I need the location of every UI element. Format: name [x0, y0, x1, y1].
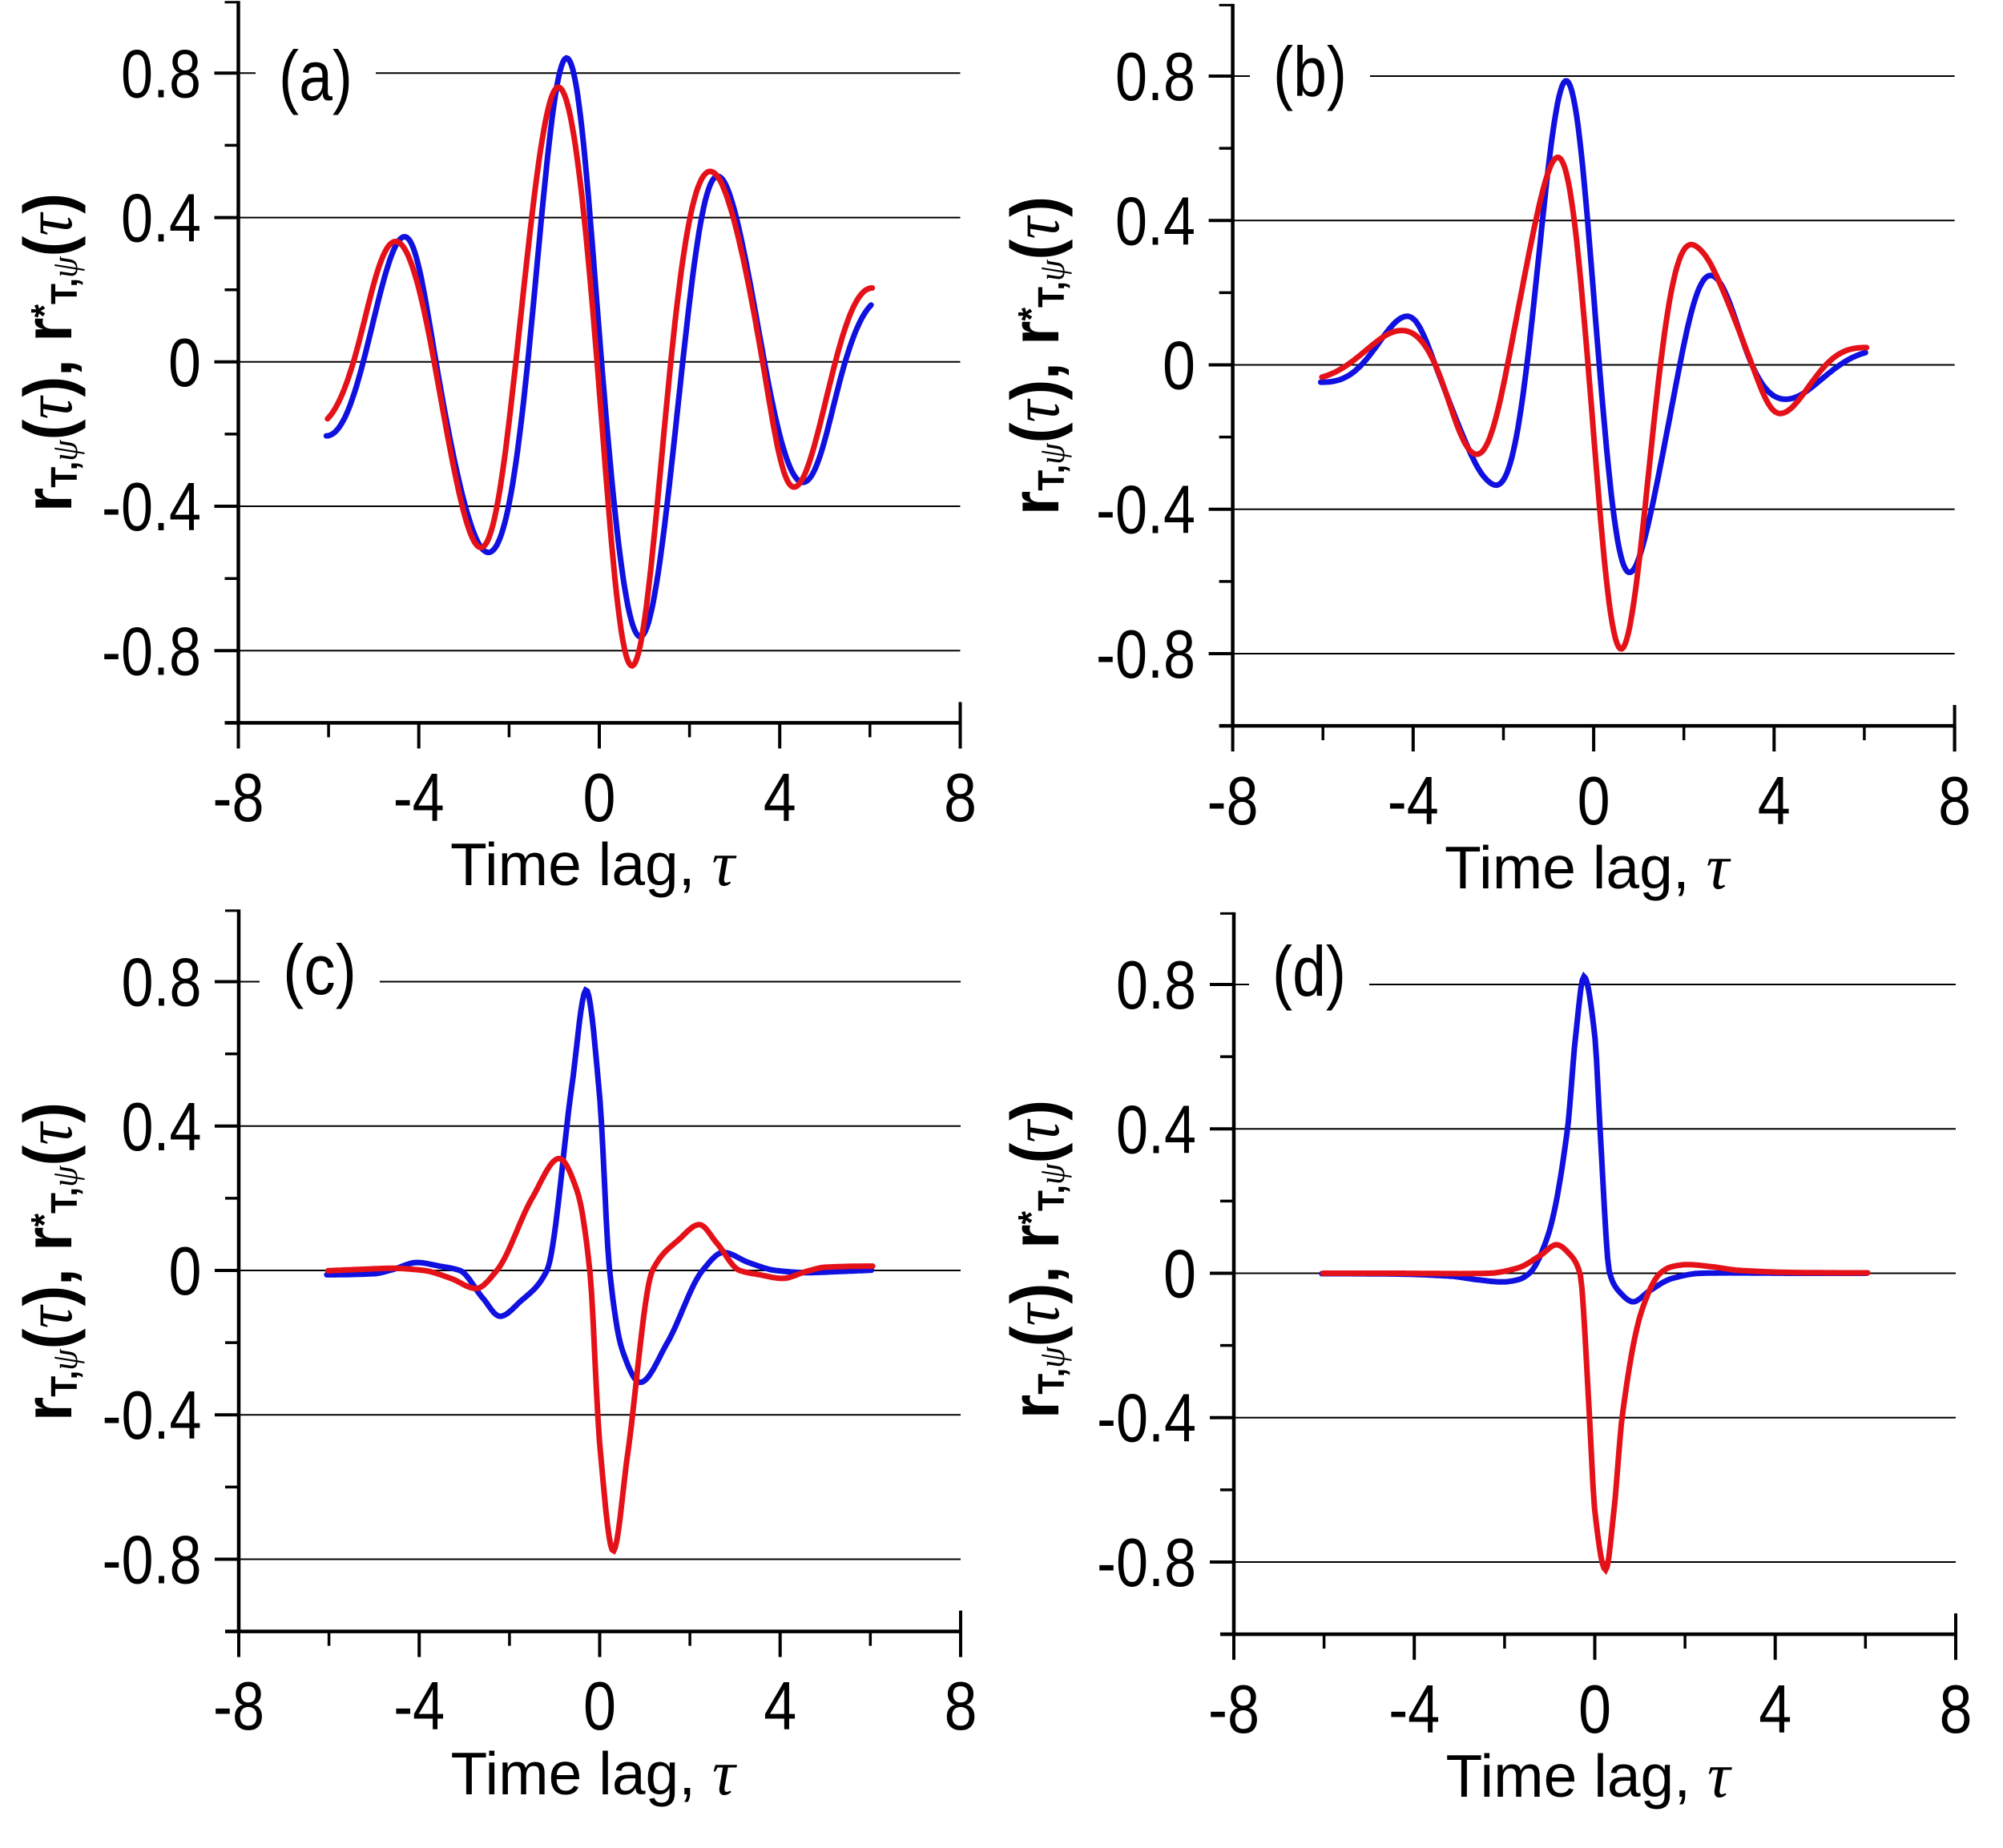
svg-text:-8: -8	[213, 760, 264, 836]
svg-text:0.4: 0.4	[121, 181, 201, 257]
svg-text:4: 4	[764, 1669, 796, 1745]
svg-text:0: 0	[583, 1669, 616, 1745]
svg-text:0: 0	[169, 1234, 202, 1310]
svg-text:0: 0	[1578, 763, 1610, 839]
svg-text:-4: -4	[393, 760, 445, 836]
svg-text:-0.4: -0.4	[102, 469, 201, 546]
svg-text:-8: -8	[213, 1669, 264, 1745]
svg-text:4: 4	[1758, 763, 1791, 839]
svg-text:rT,ψ(τ), r*T,ψ(τ): rT,ψ(τ), r*T,ψ(τ)	[997, 1100, 1074, 1419]
svg-text:8: 8	[944, 760, 977, 836]
svg-text:-4: -4	[1388, 763, 1439, 839]
svg-text:0.4: 0.4	[1115, 183, 1195, 260]
svg-text:0: 0	[583, 760, 616, 836]
svg-text:(d): (d)	[1272, 932, 1346, 1011]
svg-text:Time lag, τ: Time lag, τ	[450, 829, 737, 900]
svg-text:8: 8	[1938, 763, 1971, 839]
svg-text:-0.4: -0.4	[1096, 473, 1195, 549]
svg-text:-0.4: -0.4	[103, 1378, 202, 1454]
svg-text:(a): (a)	[279, 36, 353, 115]
svg-text:0: 0	[1163, 1237, 1196, 1313]
svg-text:-4: -4	[1388, 1672, 1440, 1748]
svg-text:0.8: 0.8	[1115, 39, 1195, 115]
svg-text:0.8: 0.8	[1116, 948, 1196, 1024]
svg-text:-0.8: -0.8	[102, 614, 201, 690]
svg-text:-0.8: -0.8	[1096, 617, 1195, 693]
svg-text:Time lag, τ: Time lag, τ	[1445, 832, 1731, 903]
svg-text:(b): (b)	[1273, 32, 1347, 111]
svg-text:4: 4	[764, 760, 796, 836]
svg-text:-8: -8	[1207, 763, 1259, 839]
svg-text:(c): (c)	[283, 930, 357, 1009]
svg-text:0: 0	[1163, 328, 1195, 405]
svg-text:-0.4: -0.4	[1097, 1381, 1196, 1457]
svg-text:Time lag, τ: Time lag, τ	[450, 1738, 737, 1809]
svg-text:-4: -4	[393, 1669, 445, 1745]
svg-text:Time lag, τ: Time lag, τ	[1445, 1741, 1732, 1811]
svg-text:rT,ψ(τ), r*T,ψ(τ): rT,ψ(τ), r*T,ψ(τ)	[997, 196, 1074, 515]
svg-text:0: 0	[168, 325, 201, 401]
svg-text:0: 0	[1578, 1672, 1611, 1748]
svg-text:8: 8	[945, 1669, 977, 1745]
svg-text:-0.8: -0.8	[1097, 1525, 1196, 1601]
svg-text:0.4: 0.4	[1116, 1092, 1196, 1168]
svg-text:0.8: 0.8	[122, 945, 202, 1021]
svg-text:-0.8: -0.8	[103, 1523, 202, 1599]
svg-text:8: 8	[1940, 1672, 1973, 1748]
svg-text:4: 4	[1759, 1672, 1791, 1748]
svg-text:0.4: 0.4	[122, 1089, 202, 1166]
svg-text:0.8: 0.8	[121, 36, 201, 112]
svg-text:rT,ψ(τ), r*T,ψ(τ): rT,ψ(τ), r*T,ψ(τ)	[10, 193, 87, 512]
svg-text:-8: -8	[1208, 1672, 1259, 1748]
